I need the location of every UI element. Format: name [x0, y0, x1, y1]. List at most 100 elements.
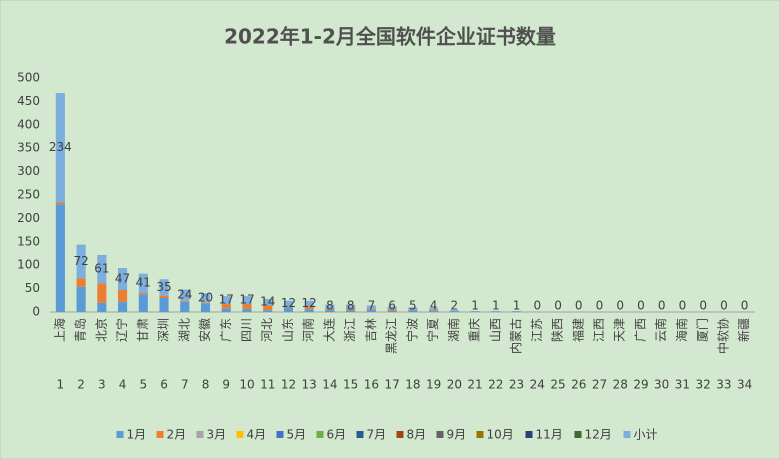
bar-segment: [200, 302, 211, 304]
x-tick-label: 福建: [570, 318, 585, 342]
bar-segment: [325, 309, 335, 312]
legend-label: 2月: [167, 428, 187, 442]
legend-label: 6月: [327, 428, 347, 442]
legend-label: 1月: [127, 428, 147, 442]
bar-segment: [366, 305, 376, 309]
data-label: 1: [513, 299, 521, 313]
legend-label: 7月: [367, 428, 387, 442]
bar-segment: [180, 300, 190, 302]
legend-swatch: [156, 431, 164, 438]
x-tick-label: 大连: [321, 318, 336, 342]
data-label: 0: [596, 299, 604, 313]
bar-segment: [283, 307, 294, 312]
x-group-label: 13: [302, 378, 317, 392]
x-group-label: 15: [343, 378, 358, 392]
x-tick-label: 甘肃: [136, 318, 150, 342]
x-group-label: 5: [139, 378, 147, 392]
legend-swatch: [525, 431, 533, 438]
x-tick-label: 吉林: [364, 318, 378, 342]
x-tick-label: 重庆: [468, 318, 482, 342]
bar-segment: [449, 311, 459, 312]
legend-swatch: [196, 431, 204, 438]
data-label: 0: [637, 299, 645, 313]
y-tick-label: 500: [17, 71, 40, 85]
bar-segment: [242, 308, 252, 312]
x-tick-label: 河北: [260, 318, 274, 342]
bar-segment: [76, 286, 86, 312]
legend-swatch: [276, 431, 284, 438]
legend-label: 4月: [247, 428, 267, 442]
x-group-label: 28: [613, 378, 628, 392]
x-tick-label: 广西: [633, 318, 647, 342]
bar-segment: [304, 306, 314, 310]
x-group-label: 27: [592, 378, 607, 392]
x-tick-label: 宁夏: [425, 318, 440, 342]
x-group-label: 26: [571, 378, 586, 392]
bar-segment: [283, 300, 294, 307]
x-group-label: 11: [260, 378, 275, 392]
x-group-label: 10: [239, 378, 254, 392]
bar-segment: [200, 303, 211, 312]
x-group-label: 24: [530, 378, 545, 392]
x-group-label: 22: [488, 378, 503, 392]
bar-segment: [366, 309, 376, 312]
data-label: 0: [554, 299, 562, 313]
bar-segment: [263, 310, 273, 312]
bar-segment: [346, 308, 356, 311]
y-tick-label: 0: [32, 305, 40, 319]
x-tick-label: 上海: [52, 318, 67, 342]
x-group-label: 25: [550, 378, 565, 392]
chart-title: 2022年1-2月全国软件企业证书数量: [224, 25, 556, 49]
x-tick-label: 四川: [239, 318, 253, 342]
bar-segment: [346, 304, 356, 309]
data-label: 41: [136, 276, 151, 290]
y-tick-label: 300: [17, 164, 40, 178]
x-tick-label: 黑龙江: [385, 318, 399, 354]
bar-segment: [325, 308, 335, 310]
x-group-label: 6: [160, 378, 168, 392]
data-label: 17: [239, 293, 254, 307]
x-tick-label: 宁波: [404, 318, 419, 342]
x-tick-label: 云南: [653, 318, 668, 342]
bar-segment: [138, 294, 148, 312]
x-tick-label: 厦门: [695, 318, 710, 342]
bar-segment: [138, 292, 148, 295]
data-label: 1: [471, 299, 479, 313]
x-group-label: 30: [654, 378, 669, 392]
data-label: 2: [451, 299, 459, 313]
x-tick-label: 陕西: [550, 318, 565, 342]
x-group-label: 19: [426, 378, 441, 392]
data-label: 0: [658, 299, 666, 313]
x-group-label: 23: [509, 378, 524, 392]
bar-segment: [138, 273, 148, 293]
data-label: 72: [73, 254, 88, 268]
x-group-label: 32: [696, 378, 711, 392]
data-label: 17: [219, 293, 234, 307]
bar-segment: [387, 309, 397, 311]
bar-segment: [55, 92, 65, 203]
bar-segment: [159, 295, 169, 298]
x-tick-label: 浙江: [343, 318, 357, 342]
bar-segment: [55, 202, 65, 205]
bar-segment: [221, 308, 231, 312]
data-label: 5: [409, 299, 417, 313]
x-tick-label: 湖北: [176, 318, 191, 342]
bar-segment: [118, 290, 128, 302]
x-group-label: 2: [77, 378, 85, 392]
x-group-label: 1: [57, 378, 65, 392]
bar-segment: [408, 310, 418, 312]
y-tick-label: 150: [17, 234, 40, 248]
legend-swatch: [436, 431, 444, 438]
legend-swatch: [396, 431, 404, 438]
data-label: 234: [49, 140, 72, 154]
data-label: 0: [699, 299, 707, 313]
x-tick-label: 新疆: [736, 318, 751, 342]
bar-segment: [55, 204, 65, 312]
data-label: 4: [430, 299, 438, 313]
bar-segment: [366, 308, 376, 310]
bar-segment: [200, 293, 211, 303]
x-tick-label: 海南: [674, 318, 689, 342]
legend-swatch: [316, 431, 324, 438]
bar-segment: [408, 307, 418, 310]
